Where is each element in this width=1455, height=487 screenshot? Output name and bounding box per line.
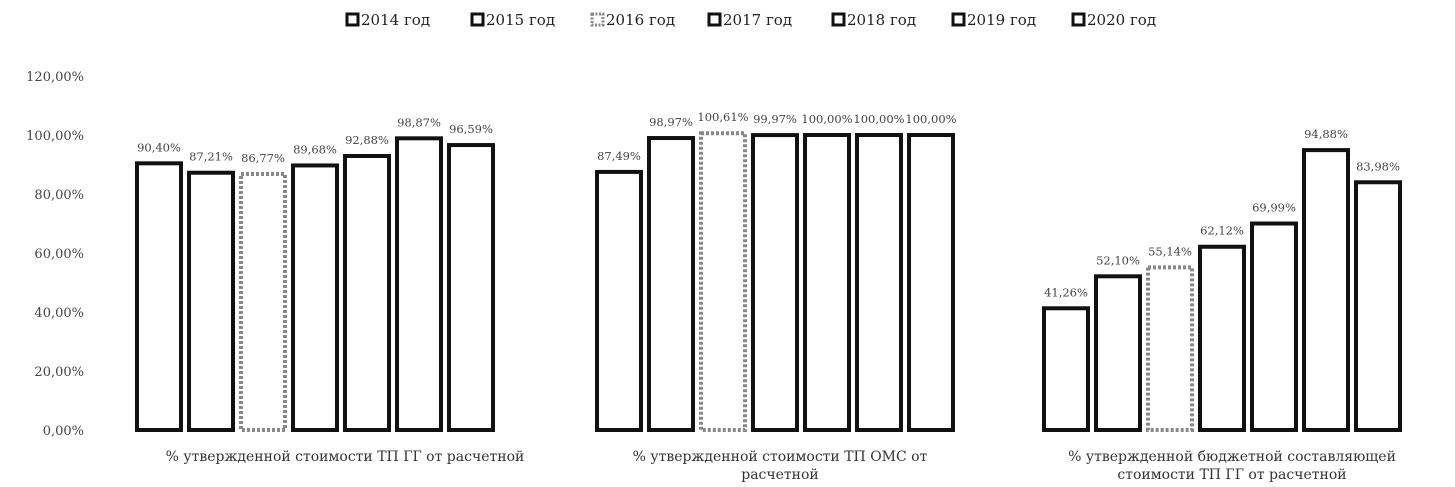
data-label: 86,77%	[241, 151, 285, 165]
data-label: 94,88%	[1304, 127, 1348, 141]
y-tick-label: 0,00%	[43, 424, 84, 439]
legend-swatch-2017-год	[707, 12, 722, 27]
legend-swatch-2015-год	[470, 12, 485, 27]
data-label: 52,10%	[1096, 253, 1140, 267]
data-label: 90,40%	[137, 140, 181, 154]
legend-swatch-2018-год	[831, 12, 846, 27]
bar	[1146, 265, 1194, 432]
data-label: 100,00%	[853, 112, 904, 126]
category-label: % утвержденной стоимости ТП ОМС от расчет…	[633, 449, 928, 483]
data-label: 96,59%	[449, 122, 493, 136]
bar	[395, 136, 443, 432]
y-tick-label: 100,00%	[26, 129, 84, 144]
bar	[135, 161, 183, 432]
bar	[647, 136, 695, 432]
legend-label-2017-год: 2017 год	[723, 11, 792, 29]
bar	[1302, 148, 1350, 432]
legend-label-2015-год: 2015 год	[486, 11, 555, 29]
data-label: 98,87%	[397, 115, 441, 129]
y-tick-label: 40,00%	[34, 306, 84, 321]
legend-label-2016-год: 2016 год	[606, 11, 675, 29]
bar	[1198, 244, 1246, 432]
bar	[1250, 221, 1298, 432]
legend-swatch-2016-год	[590, 12, 605, 27]
bar	[803, 133, 851, 432]
bar	[1354, 180, 1402, 432]
bar	[187, 170, 235, 432]
legend-label-2018-год: 2018 год	[847, 11, 916, 29]
data-label: 83,98%	[1356, 159, 1400, 173]
category-label: % утвержденной бюджетной составляющей сто…	[1068, 449, 1396, 483]
legend-swatch-2019-год	[951, 12, 966, 27]
data-label: 99,97%	[753, 112, 797, 126]
data-label: 87,49%	[597, 149, 641, 163]
y-tick-label: 120,00%	[26, 70, 84, 85]
category-label: % утвержденной стоимости ТП ГГ от расчет…	[166, 449, 525, 465]
bar	[291, 163, 339, 432]
data-label: 100,00%	[905, 112, 956, 126]
data-label: 100,61%	[697, 110, 748, 124]
y-tick-label: 80,00%	[34, 188, 84, 203]
data-label: 92,88%	[345, 133, 389, 147]
bar	[239, 172, 287, 432]
data-label: 100,00%	[801, 112, 852, 126]
data-label: 69,99%	[1252, 201, 1296, 215]
legend-label-2019-год: 2019 год	[967, 11, 1036, 29]
bar	[447, 143, 495, 432]
legend-label-2014-год: 2014 год	[361, 11, 430, 29]
y-tick-label: 60,00%	[34, 247, 84, 262]
legend-swatch-2020-год	[1071, 12, 1086, 27]
data-label: 87,21%	[189, 150, 233, 164]
bar	[907, 133, 955, 432]
data-label: 41,26%	[1044, 285, 1088, 299]
bar	[855, 133, 903, 432]
data-label: 55,14%	[1148, 244, 1192, 258]
bar	[595, 169, 643, 432]
bar	[699, 131, 747, 432]
data-label: 98,97%	[649, 115, 693, 129]
bar	[751, 133, 799, 432]
legend-swatch-2014-год	[345, 12, 360, 27]
data-label: 62,12%	[1200, 224, 1244, 238]
legend-label-2020-год: 2020 год	[1087, 11, 1156, 29]
bar	[1042, 306, 1090, 432]
y-tick-label: 20,00%	[34, 365, 84, 380]
data-label: 89,68%	[293, 142, 337, 156]
bar	[343, 154, 391, 432]
bar	[1094, 274, 1142, 432]
